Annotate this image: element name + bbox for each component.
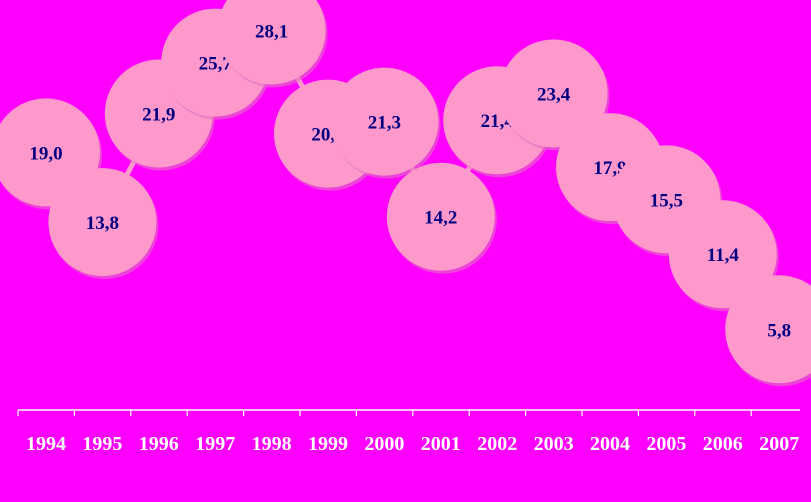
x-tick-label-1999: 1999: [308, 433, 348, 455]
data-label: 17,9: [593, 158, 626, 179]
data-label: 11,4: [707, 245, 740, 266]
x-tick-label-1998: 1998: [252, 433, 292, 455]
data-label: 25,7: [199, 54, 233, 75]
data-point-2001: 14,2: [386, 162, 497, 274]
bubble: [668, 200, 777, 309]
x-axis: [17, 409, 800, 416]
data-label: 21,9: [142, 105, 175, 126]
x-tick-label-1997: 1997: [195, 433, 235, 455]
x-tick-label-1996: 1996: [139, 433, 179, 455]
data-label: 23,4: [537, 84, 571, 105]
x-tick-label-2001: 2001: [421, 433, 461, 455]
bubble: [499, 39, 608, 148]
data-label: 14,2: [424, 208, 457, 229]
data-point-1998: 28,1: [217, 0, 328, 88]
bubble: [330, 67, 439, 176]
x-tick-label-2000: 2000: [364, 433, 404, 455]
bubble: [725, 275, 811, 384]
data-label: 15,5: [650, 190, 683, 211]
data-point-2007: 5,8: [725, 275, 811, 387]
bubble: [48, 168, 157, 277]
x-tick-label-2006: 2006: [703, 433, 743, 455]
x-tick-label-1995: 1995: [82, 433, 122, 455]
data-label: 5,8: [767, 320, 791, 341]
data-point-2000: 21,3: [330, 67, 441, 179]
bubble: [386, 162, 495, 271]
data-points: 19,013,821,925,728,120,421,314,221,423,4…: [0, 0, 811, 387]
bubble: [217, 0, 326, 85]
data-point-1995: 13,8: [48, 168, 159, 280]
x-tick-label-2003: 2003: [534, 433, 574, 455]
x-tick-label-2005: 2005: [646, 433, 686, 455]
data-label: 13,8: [86, 213, 119, 234]
x-tick-label-2007: 2007: [759, 433, 799, 455]
data-label: 19,0: [29, 143, 62, 164]
data-label: 28,1: [255, 21, 288, 42]
x-tick-label-1994: 1994: [26, 433, 66, 455]
data-label: 21,3: [368, 113, 401, 134]
x-tick-labels: 1994 1995 1996 1997 1998 1999 2000 2001 2002 2003…: [26, 433, 799, 455]
x-tick-label-2004: 2004: [590, 433, 630, 455]
x-tick-label-2002: 2002: [477, 433, 517, 455]
